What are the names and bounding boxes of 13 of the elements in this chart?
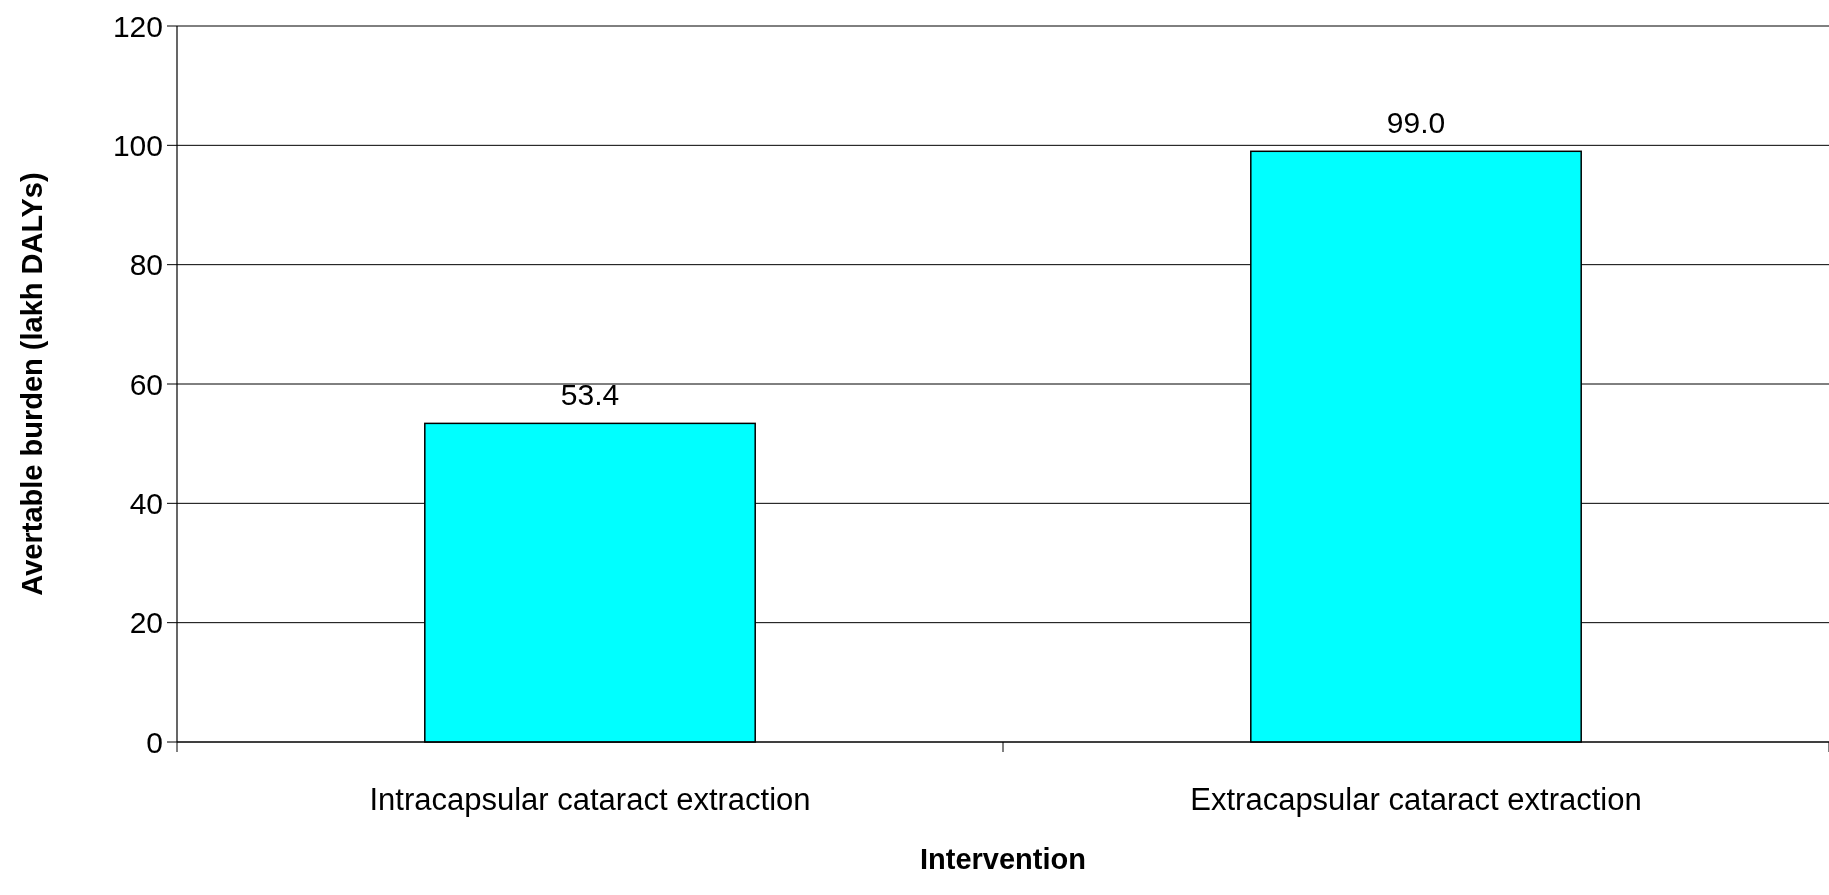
x-tick-label: Intracapsular cataract extraction (369, 782, 811, 817)
x-tick-label: Extracapsular cataract extraction (1190, 782, 1642, 817)
y-tick-label: 40 (129, 486, 163, 520)
y-tick-label: 80 (129, 248, 163, 282)
y-tick-label: 0 (146, 725, 163, 759)
y-tick-label: 20 (129, 606, 163, 640)
y-tick-label: 60 (129, 367, 163, 401)
y-tick-label: 120 (112, 9, 163, 43)
y-axis-title: Avertable burden (lakh DALYs) (16, 172, 48, 596)
data-label: 99.0 (1386, 106, 1446, 140)
data-label: 53.4 (560, 378, 620, 412)
y-tick-label: 100 (112, 128, 163, 162)
x-axis-title: Intervention (920, 843, 1086, 875)
